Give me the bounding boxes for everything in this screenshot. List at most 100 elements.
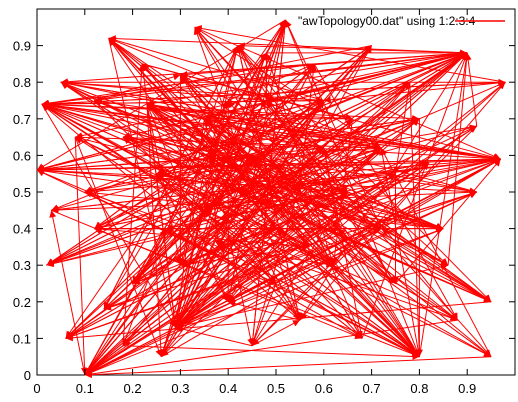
vector-arrow: [175, 228, 339, 328]
vector-arrow: [108, 37, 277, 229]
vector-arrow: [84, 100, 267, 376]
vector-arrow: [108, 37, 492, 303]
x-tick-label: 0.9: [458, 381, 476, 396]
vector-arrow: [156, 52, 468, 175]
y-tick-label: 0: [24, 368, 31, 383]
vector-arrow: [84, 52, 468, 193]
vector-arrow: [251, 184, 302, 346]
vector-arrow: [146, 102, 324, 149]
vector-arrow: [84, 228, 444, 376]
vector-arrow: [108, 37, 396, 284]
vector-arrow: [380, 228, 449, 266]
vector-arrow: [36, 118, 420, 173]
vector-arrow: [74, 136, 162, 357]
vector-arrow: [251, 319, 301, 347]
vector-arrow: [103, 100, 229, 310]
vector-arrow: [122, 63, 146, 346]
vector-arrow: [122, 136, 238, 193]
y-tick-label: 0.1: [13, 331, 31, 346]
vector-arrow: [361, 52, 469, 339]
vector-arrow: [94, 100, 501, 162]
vector-arrow: [51, 209, 363, 339]
vector-arrow: [165, 189, 348, 230]
vector-arrow: [41, 103, 420, 358]
vector-arrow: [160, 63, 315, 357]
vector-arrow: [60, 79, 267, 101]
vector-arrow: [36, 169, 444, 232]
vector-arrow: [175, 45, 240, 328]
vector-arrow: [299, 52, 468, 186]
vector-arrow: [194, 27, 334, 266]
vector-arrow: [46, 100, 325, 266]
legend: "awTopology00.dat" using 1:2:3:4: [298, 14, 505, 28]
vector-arrow: [41, 52, 468, 107]
vector-arrow: [194, 26, 382, 149]
x-tick-label: 0.8: [410, 381, 428, 396]
vector-arrow: [60, 81, 324, 104]
vector-arrow: [395, 158, 502, 284]
vector-arrow: [41, 102, 477, 193]
vector-arrow: [41, 81, 506, 108]
vector-arrow: [228, 300, 301, 321]
vector-arrow: [265, 52, 334, 266]
vector-arrow: [464, 52, 478, 127]
vector-arrow: [122, 118, 353, 347]
vector-arrow: [122, 51, 468, 138]
y-tick-label: 0.7: [13, 112, 31, 127]
vector-arrow: [84, 319, 458, 378]
vector-arrow: [237, 45, 459, 321]
vector-arrow: [251, 162, 430, 347]
x-axis: 0 0.1 0.2 0.3 0.4 0.5 0.6 0.7 0.8 0.9: [33, 9, 476, 396]
vector-arrow: [313, 63, 459, 321]
vector-arrow: [418, 52, 470, 357]
vector-arrow: [275, 81, 506, 284]
vector-arrow: [175, 191, 239, 328]
vector-arrow: [46, 81, 411, 266]
vector-arrow: [180, 74, 325, 149]
legend-label: "awTopology00.dat" using 1:2:3:4: [298, 14, 476, 28]
vector-arrow: [237, 19, 288, 193]
vector-arrow: [447, 52, 471, 266]
vector-arrow: [180, 227, 277, 266]
x-tick-label: 0.1: [76, 381, 94, 396]
x-tick-label: 0: [33, 381, 40, 396]
vector-arrow: [65, 155, 253, 339]
vector-arrow: [173, 100, 229, 328]
x-tick-label: 0.7: [363, 381, 381, 396]
vector-arrow: [266, 100, 449, 266]
vector-arrow: [141, 63, 277, 229]
y-tick-label: 0.6: [13, 148, 31, 163]
vector-arrow: [175, 325, 253, 347]
vector-arrow: [74, 137, 89, 376]
x-tick-label: 0.4: [219, 381, 237, 396]
y-tick-label: 0.4: [13, 222, 31, 237]
x-tick-label: 0.5: [267, 381, 285, 396]
vector-arrow: [203, 52, 267, 211]
vector-arrow: [208, 155, 301, 321]
vector-arrow: [228, 63, 315, 101]
vector-arrow: [123, 345, 420, 360]
vector-arrow: [203, 118, 458, 321]
vector-arrow: [180, 246, 310, 268]
vector-arrow: [75, 136, 334, 266]
vector-arrow: [65, 191, 348, 339]
vector-arrow: [321, 147, 339, 229]
edge-layer: [36, 19, 506, 379]
vector-arrow: [378, 147, 420, 357]
vector-arrow: [321, 147, 363, 339]
y-tick-label: 0.8: [13, 75, 31, 90]
x-tick-label: 0.2: [124, 381, 142, 396]
vector-arrow: [251, 125, 478, 347]
y-tick-label: 0.9: [13, 39, 31, 54]
vector-arrow: [103, 52, 468, 310]
x-tick-label: 0.6: [315, 381, 333, 396]
vector-arrow: [51, 153, 253, 211]
vector-arrow: [194, 25, 506, 83]
vector-arrow: [108, 35, 468, 54]
vector-arrow: [160, 184, 301, 358]
vector-arrow: [108, 36, 324, 101]
vector-arrow: [49, 210, 86, 376]
vector-arrow: [41, 103, 301, 321]
vector-arrow: [41, 100, 353, 120]
vector-arrow: [204, 118, 492, 303]
